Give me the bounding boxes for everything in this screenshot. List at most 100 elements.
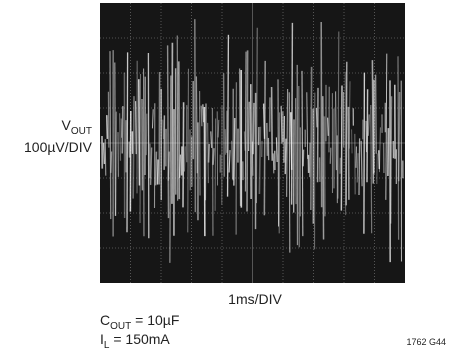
noise-stroke [102,142,106,165]
noise-stroke [135,101,137,155]
noise-stroke [286,89,289,197]
noise-stroke [378,127,381,173]
noise-stroke [226,34,230,197]
noise-stroke [374,74,377,154]
noise-stroke [378,150,381,170]
noise-stroke [212,148,215,165]
noise-stroke [397,91,401,182]
noise-stroke [238,68,242,206]
noise-stroke [184,146,186,172]
noise-stroke [340,85,343,211]
noise-stroke [207,143,211,163]
noise-stroke [272,153,275,174]
noise-stroke [138,79,141,186]
noise-stroke [348,81,351,149]
noise-stroke [195,76,198,174]
noise-stroke [288,92,291,253]
condition-value: = 150mA [109,331,170,347]
figure-id: 1762 G44 [406,337,446,347]
noise-stroke [315,108,318,128]
noise-stroke [322,96,325,240]
noise-stroke [156,159,159,185]
noise-stroke [385,53,388,200]
noise-stroke [356,153,359,183]
noise-stroke [222,73,225,177]
noise-stroke [284,138,287,175]
noise-stroke [243,131,246,151]
noise-stroke [114,111,118,216]
condition: COUT = 10µF [100,312,179,332]
noise-stroke [367,114,370,136]
noise-stroke [360,140,363,187]
noise-stroke [290,22,294,205]
noise-stroke [337,31,340,199]
noise-stroke [371,60,375,184]
noise-stroke [358,138,361,195]
noise-stroke [166,45,170,219]
noise-stroke [162,119,164,139]
noise-trace [101,19,404,263]
y-axis-label: VOUT [62,117,92,137]
noise-stroke [397,56,400,240]
noise-stroke [224,129,227,155]
noise-stroke [110,151,113,173]
noise-stroke [132,96,135,199]
noise-stroke [310,66,313,210]
noise-stroke [182,102,185,208]
noise-stroke [217,119,220,138]
condition: IL = 150mA [100,331,170,351]
noise-stroke [228,150,231,173]
y-symbol: V [62,117,72,133]
noise-stroke [263,60,266,216]
noise-stroke [109,51,112,220]
noise-stroke [204,103,207,201]
noise-stroke [202,104,205,123]
noise-stroke [211,108,214,236]
noise-stroke [169,75,172,263]
noise-stroke [126,52,129,233]
noise-stroke [167,151,170,181]
condition-subscript: L [104,340,110,351]
noise-stroke [206,122,210,184]
noise-stroke [210,131,213,148]
noise-stroke [114,62,117,216]
noise-stroke [200,105,203,127]
noise-stroke [248,101,250,151]
noise-stroke [280,105,283,144]
noise-stroke [256,27,258,204]
noise-stroke [366,89,369,183]
condition-symbol: I [100,331,104,347]
noise-stroke [187,68,189,233]
noise-stroke [118,113,122,161]
noise-stroke [233,118,236,186]
noise-stroke [231,140,234,180]
x-axis-label: 1ms/DIV [228,291,282,307]
noise-stroke [306,92,309,159]
condition-subscript: OUT [110,321,131,332]
noise-stroke [258,126,262,195]
noise-stroke [244,51,247,192]
noise-stroke [252,102,255,155]
noise-stroke [106,115,109,139]
noise-stroke [154,151,158,186]
noise-stroke [370,104,373,234]
noise-stroke [246,50,249,212]
noise-stroke [327,117,329,136]
noise-stroke [151,109,154,129]
noise-stroke [179,154,181,178]
noise-stroke [149,147,153,185]
noise-stroke [265,122,269,156]
noise-stroke [145,113,148,156]
noise-stroke [335,91,337,171]
noise-stroke [345,61,348,206]
y-axis-scale: 100µV/DIV [24,139,93,155]
noise-stroke [104,139,107,176]
noise-stroke [323,116,326,217]
noise-stroke [390,96,393,224]
noise-stroke [270,86,273,161]
condition-symbol: C [100,312,110,328]
y-subscript: OUT [71,126,92,137]
noise-stroke [301,70,304,237]
